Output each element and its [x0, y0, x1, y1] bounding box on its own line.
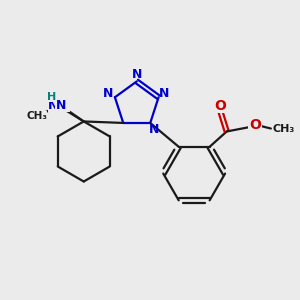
Text: N: N	[159, 87, 170, 100]
Text: H: H	[47, 92, 56, 102]
Text: O: O	[214, 99, 226, 112]
Text: CH₃: CH₃	[26, 111, 47, 122]
Text: N: N	[56, 99, 66, 112]
Text: CH₃: CH₃	[272, 124, 294, 134]
Text: O: O	[249, 118, 261, 132]
Text: N: N	[148, 123, 159, 136]
Text: NH: NH	[48, 99, 69, 112]
Text: N: N	[103, 87, 114, 100]
Text: N: N	[132, 68, 142, 80]
